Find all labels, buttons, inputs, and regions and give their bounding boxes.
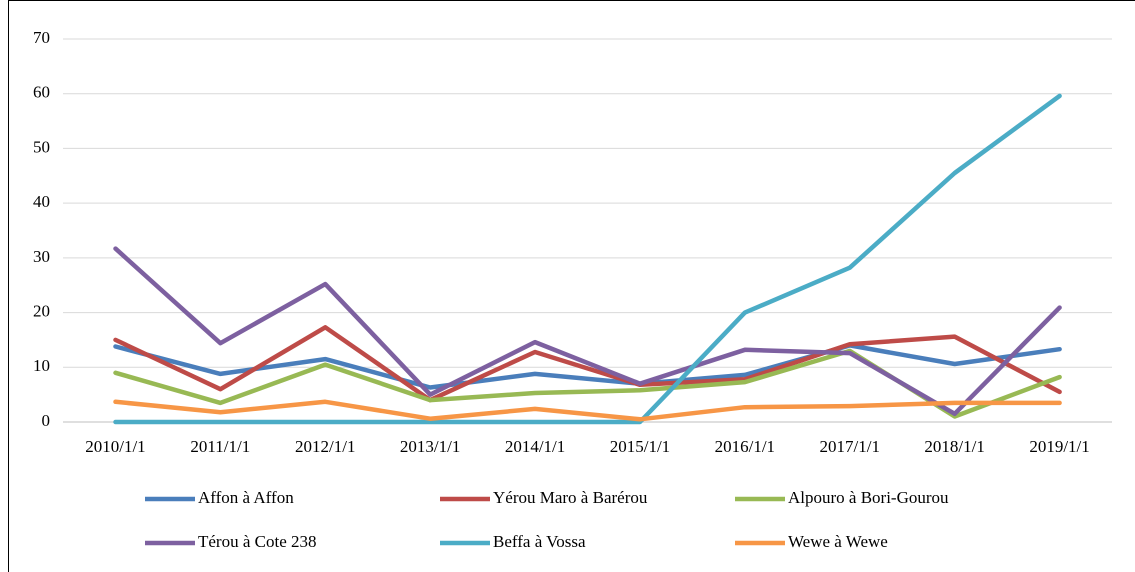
- legend-label: Térou à Cote 238: [198, 532, 317, 551]
- x-tick-label: 2014/1/1: [505, 437, 565, 456]
- series-line: [113, 399, 1062, 422]
- legend-label: Alpouro à Bori-Gourou: [788, 488, 949, 507]
- legend-label: Affon à Affon: [198, 488, 294, 507]
- legend-label: Beffa à Vossa: [493, 532, 586, 551]
- y-tick-label: 30: [33, 247, 50, 266]
- x-tick-label: 2011/1/1: [190, 437, 250, 456]
- series-line: [113, 246, 1062, 417]
- y-tick-label: 20: [33, 301, 50, 320]
- x-tick-label: 2010/1/1: [85, 437, 145, 456]
- legend-label: Wewe à Wewe: [788, 532, 888, 551]
- y-tick-label: 60: [33, 83, 50, 102]
- y-tick-label: 40: [33, 192, 50, 211]
- series-line: [113, 343, 1062, 390]
- series-line: [113, 325, 1062, 403]
- y-tick-label: 0: [42, 411, 51, 430]
- x-tick-label: 2013/1/1: [400, 437, 460, 456]
- y-tick-label: 50: [33, 137, 50, 156]
- legend-label: Yérou Maro à Barérou: [493, 488, 648, 507]
- x-tick-label: 2016/1/1: [715, 437, 775, 456]
- x-tick-label: 2018/1/1: [924, 437, 984, 456]
- x-tick-label: 2015/1/1: [610, 437, 670, 456]
- x-tick-label: 2019/1/1: [1029, 437, 1089, 456]
- x-tick-label: 2017/1/1: [820, 437, 880, 456]
- series-line: [113, 93, 1062, 425]
- chart-border: [8, 0, 1135, 572]
- y-tick-label: 10: [33, 356, 50, 375]
- x-tick-label: 2012/1/1: [295, 437, 355, 456]
- y-tick-label: 70: [33, 28, 50, 47]
